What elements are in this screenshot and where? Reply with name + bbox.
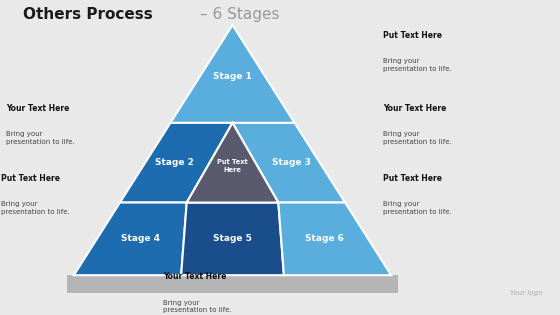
Polygon shape bbox=[232, 123, 345, 203]
Polygon shape bbox=[170, 25, 295, 123]
Text: Bring your
presentation to life.: Bring your presentation to life. bbox=[384, 131, 452, 145]
Polygon shape bbox=[120, 123, 232, 203]
Text: Bring your
presentation to life.: Bring your presentation to life. bbox=[163, 300, 231, 313]
Text: Your logo: Your logo bbox=[510, 290, 543, 296]
Polygon shape bbox=[181, 203, 284, 275]
Text: Stage 5: Stage 5 bbox=[213, 234, 252, 243]
Text: Bring your
presentation to life.: Bring your presentation to life. bbox=[6, 131, 75, 145]
Text: – 6 Stages: – 6 Stages bbox=[200, 7, 279, 22]
Text: Stage 3: Stage 3 bbox=[272, 158, 311, 167]
Text: Stage 1: Stage 1 bbox=[213, 72, 252, 82]
Text: Stage 6: Stage 6 bbox=[305, 234, 344, 243]
Text: Bring your
presentation to life.: Bring your presentation to life. bbox=[1, 201, 69, 215]
Text: Stage 2: Stage 2 bbox=[155, 158, 194, 167]
Text: Put Text Here: Put Text Here bbox=[384, 31, 442, 40]
Text: Your Text Here: Your Text Here bbox=[6, 104, 69, 113]
Polygon shape bbox=[74, 203, 186, 275]
Text: Put Text
Here: Put Text Here bbox=[217, 159, 248, 173]
Polygon shape bbox=[67, 275, 398, 294]
Text: Put Text Here: Put Text Here bbox=[384, 174, 442, 183]
Text: Bring your
presentation to life.: Bring your presentation to life. bbox=[384, 59, 452, 72]
Text: Stage 4: Stage 4 bbox=[121, 234, 160, 243]
Text: Others Process: Others Process bbox=[23, 7, 153, 22]
Text: Your Text Here: Your Text Here bbox=[163, 272, 226, 281]
Polygon shape bbox=[278, 203, 391, 275]
Text: Bring your
presentation to life.: Bring your presentation to life. bbox=[384, 201, 452, 215]
Text: Put Text Here: Put Text Here bbox=[1, 174, 60, 183]
Polygon shape bbox=[186, 123, 278, 203]
Text: Your Text Here: Your Text Here bbox=[384, 104, 447, 113]
